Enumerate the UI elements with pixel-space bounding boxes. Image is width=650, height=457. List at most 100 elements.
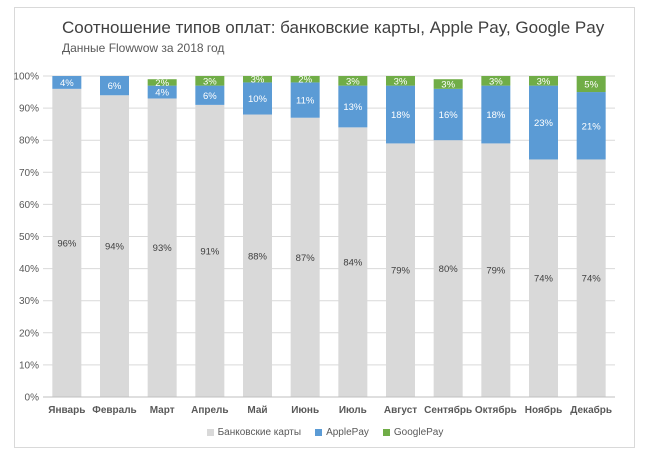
bar-segment-applepay — [576, 92, 606, 160]
bar-segment-cards — [100, 95, 129, 397]
data-label-cards: 87% — [296, 253, 316, 264]
bar-segment-applepay — [433, 88, 463, 141]
legend-entry-applepay: ApplePay — [315, 427, 369, 438]
bar-segment-googlepay — [147, 79, 177, 86]
x-axis: Январь Февраль Март Апрель Май Июнь Июль Август… — [43, 396, 615, 416]
data-label-cards: 94% — [105, 242, 125, 253]
legend-label-cards: Банковские карты — [217, 427, 302, 438]
data-label-cards: 88% — [248, 251, 268, 262]
data-label-cards: 74% — [534, 274, 554, 285]
x-tick-label: Май — [247, 405, 267, 416]
data-label-applepay: 23% — [534, 118, 554, 129]
legend: Банковские карты ApplePay GooglePay — [0, 427, 650, 438]
y-tick-label: 60% — [19, 200, 39, 211]
legend-swatch-cards — [206, 429, 214, 436]
legend-swatch-googlepay — [382, 429, 390, 436]
y-tick-label: 70% — [19, 168, 39, 179]
legend-swatch-applepay — [315, 429, 323, 436]
data-label-applepay: 4% — [155, 88, 169, 99]
legend-label-googlepay: GooglePay — [393, 427, 444, 438]
data-label-applepay: 21% — [582, 121, 602, 132]
data-label-applepay: 11% — [296, 96, 315, 107]
y-tick-label: 40% — [19, 264, 39, 275]
legend-entry-cards: Банковские карты — [206, 427, 302, 438]
data-label-googlepay: 3% — [251, 75, 265, 86]
data-label-applepay: 10% — [248, 94, 268, 105]
bar-segment-applepay — [481, 85, 511, 144]
data-label-cards: 74% — [582, 274, 602, 285]
y-tick-label: 30% — [19, 296, 39, 307]
bar-segment-cards — [481, 143, 511, 397]
y-tick-label: 80% — [19, 136, 39, 147]
y-axis: 0% 10% 20% 30% 40% 50% 60% 70% 80% 90% 100% — [13, 72, 39, 404]
bar-segment-applepay — [52, 76, 82, 89]
bar-segment-cards — [195, 104, 225, 397]
bar-segment-cards — [290, 117, 320, 397]
bar-segment-cards — [147, 98, 177, 397]
data-label-googlepay: 2% — [298, 75, 312, 86]
y-tick-label: 20% — [19, 328, 39, 339]
data-label-applepay: 13% — [343, 102, 363, 113]
data-label-cards: 91% — [200, 246, 220, 257]
bar-segment-cards — [243, 114, 272, 398]
data-label-cards: 79% — [391, 266, 411, 277]
bar-segment-applepay — [386, 85, 415, 144]
bar-segment-googlepay — [338, 76, 368, 86]
x-tick-label: Октябрь — [475, 404, 517, 416]
x-tick-label: Ноябрь — [525, 404, 562, 416]
data-label-applepay: 6% — [108, 81, 122, 92]
bars — [52, 76, 606, 398]
x-tick-label: Декабрь — [570, 404, 612, 416]
y-tick-label: 100% — [13, 72, 39, 83]
legend-label-applepay: ApplePay — [326, 427, 369, 438]
data-labels: 96%4%94%6%93%4%2%91%6%3%88%10%3%87%11%2%… — [57, 75, 601, 285]
data-label-googlepay: 3% — [441, 80, 455, 91]
bar-segment-googlepay — [243, 76, 272, 83]
data-label-googlepay: 3% — [537, 76, 551, 87]
y-tick-label: 50% — [19, 232, 39, 243]
bar-segment-applepay — [243, 82, 272, 115]
bar-segment-googlepay — [195, 76, 225, 86]
gridlines — [43, 75, 615, 398]
bar-segment-cards — [386, 143, 415, 397]
data-label-applepay: 18% — [391, 110, 411, 121]
x-tick-label: Февраль — [92, 405, 136, 416]
data-label-applepay: 6% — [203, 91, 217, 102]
bar-segment-applepay — [338, 85, 368, 128]
bar-segment-googlepay — [290, 76, 320, 83]
x-tick-label: Январь — [48, 405, 85, 416]
data-label-applepay: 16% — [439, 110, 459, 121]
bar-segment-applepay — [147, 85, 177, 99]
bar-segment-cards — [576, 159, 606, 397]
bar-segment-cards — [433, 140, 463, 397]
data-label-applepay: 4% — [60, 78, 74, 89]
bar-segment-cards — [529, 159, 558, 397]
bar-segment-applepay — [195, 85, 225, 105]
data-label-cards: 80% — [439, 264, 459, 275]
y-tick-label: 90% — [19, 104, 39, 115]
bar-segment-applepay — [529, 85, 558, 160]
data-label-googlepay: 3% — [489, 76, 503, 87]
x-tick-label: Сентябрь — [424, 404, 472, 416]
legend-entry-googlepay: GooglePay — [382, 427, 444, 438]
x-tick-label: Март — [150, 405, 175, 416]
bar-segment-googlepay — [481, 76, 511, 86]
data-label-cards: 79% — [486, 266, 506, 277]
bar-segment-applepay — [290, 82, 320, 118]
x-tick-label: Июль — [339, 405, 367, 416]
bar-segment-cards — [52, 88, 82, 397]
data-label-googlepay: 3% — [394, 76, 408, 87]
data-label-googlepay: 3% — [346, 76, 360, 87]
chart-subtitle: Данные Flowwow за 2018 год — [62, 41, 225, 55]
chart-title: Соотношение типов оплат: банковские карт… — [62, 18, 605, 37]
x-tick-label: Апрель — [191, 405, 228, 416]
data-label-googlepay: 3% — [203, 76, 217, 87]
data-label-cards: 93% — [153, 243, 173, 254]
bar-segment-googlepay — [529, 76, 558, 86]
y-tick-label: 10% — [19, 360, 39, 371]
x-tick-label: Август — [384, 405, 417, 416]
bar-segment-applepay — [100, 76, 129, 96]
data-label-googlepay: 2% — [155, 78, 169, 89]
bar-segment-cards — [338, 127, 368, 398]
